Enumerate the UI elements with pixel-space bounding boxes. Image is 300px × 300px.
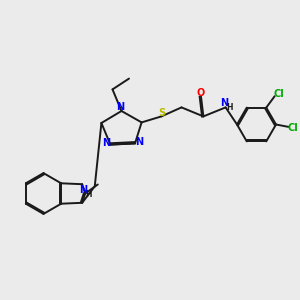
Text: H: H xyxy=(226,103,232,112)
Text: H: H xyxy=(85,190,92,199)
Text: N: N xyxy=(220,98,228,109)
Text: S: S xyxy=(158,107,165,118)
Text: O: O xyxy=(196,88,205,98)
Text: Cl: Cl xyxy=(287,123,298,133)
Text: N: N xyxy=(102,138,110,148)
Text: Cl: Cl xyxy=(273,89,284,99)
Text: N: N xyxy=(135,137,143,147)
Text: N: N xyxy=(79,185,87,195)
Text: N: N xyxy=(116,102,124,112)
